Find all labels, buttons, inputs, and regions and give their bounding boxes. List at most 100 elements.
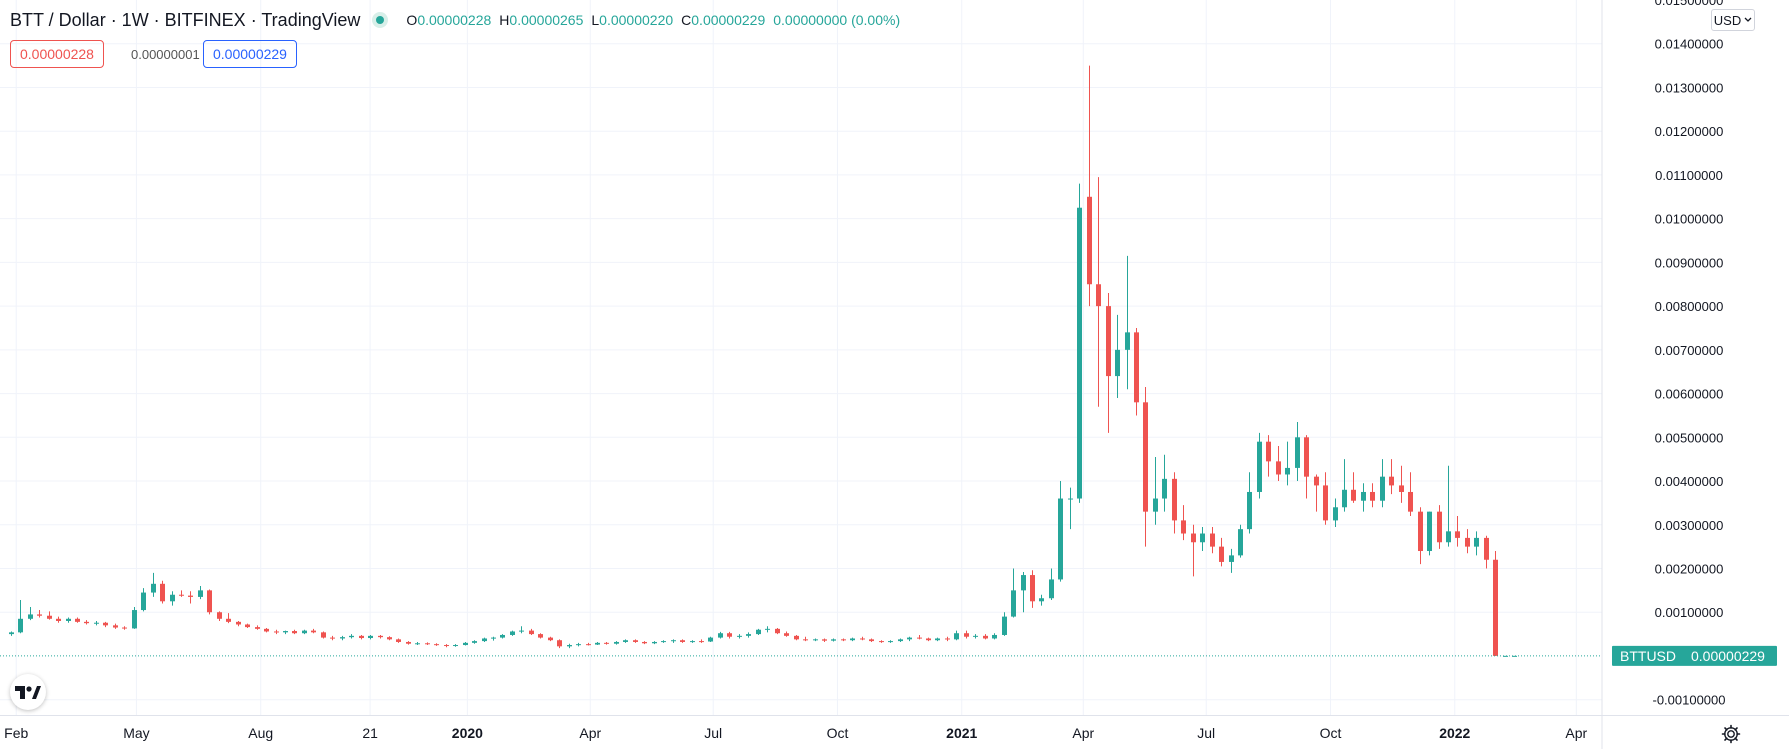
candle-up[interactable] (1380, 459, 1385, 508)
candle-down[interactable] (103, 621, 108, 628)
candle-up[interactable] (283, 630, 288, 635)
candle-up[interactable] (1512, 655, 1517, 657)
candle-down[interactable] (529, 628, 534, 635)
candle-up[interactable] (850, 637, 855, 642)
candle-up[interactable] (198, 585, 203, 600)
candle-up[interactable] (935, 637, 940, 642)
candle-up[interactable] (510, 630, 515, 636)
candle-down[interactable] (1219, 537, 1224, 567)
candle-down[interactable] (642, 641, 647, 645)
candle-up[interactable] (1446, 465, 1451, 547)
candle-down[interactable] (586, 642, 591, 646)
candle-up[interactable] (898, 638, 903, 642)
candle-down[interactable] (321, 631, 326, 639)
candle-up[interactable] (1247, 472, 1252, 534)
candle-down[interactable] (548, 636, 553, 642)
candle-up[interactable] (141, 588, 146, 612)
candle-up[interactable] (453, 644, 458, 647)
candle-down[interactable] (822, 638, 827, 642)
candle-down[interactable] (633, 639, 638, 643)
candle-down[interactable] (122, 626, 127, 630)
candle-down[interactable] (1210, 526, 1215, 554)
candle-up[interactable] (1058, 481, 1063, 582)
candle-down[interactable] (359, 634, 364, 640)
candle-up[interactable] (737, 634, 742, 639)
candle-up[interactable] (1474, 531, 1479, 556)
candle-up[interactable] (652, 641, 657, 645)
candle-up[interactable] (28, 606, 33, 621)
candle-down[interactable] (945, 636, 950, 642)
candle-up[interactable] (9, 631, 14, 636)
candle-down[interactable] (869, 638, 874, 642)
candle-up[interactable] (415, 641, 420, 646)
candle-down[interactable] (84, 620, 89, 625)
candle-up[interactable] (491, 636, 496, 641)
candle-up[interactable] (1342, 459, 1347, 512)
candle-down[interactable] (330, 635, 335, 641)
candle-down[interactable] (557, 639, 562, 649)
candle-down[interactable] (1493, 551, 1498, 656)
candle-up[interactable] (519, 626, 524, 634)
candle-down[interactable] (236, 620, 241, 627)
candle-up[interactable] (1285, 441, 1290, 486)
candle-down[interactable] (964, 630, 969, 639)
candle-up[interactable] (708, 636, 713, 642)
symbol-title[interactable]: BTT / Dollar · 1W · BITFINEX · TradingVi… (10, 9, 361, 30)
candle-down[interactable] (604, 641, 609, 645)
candle-down[interactable] (1276, 446, 1281, 482)
candle-up[interactable] (1200, 526, 1205, 552)
candle-down[interactable] (1172, 472, 1177, 534)
candle-up[interactable] (18, 599, 23, 634)
buy-price-button[interactable]: 0.00000229 (203, 40, 297, 68)
candle-down[interactable] (274, 629, 279, 635)
candle-down[interactable] (879, 640, 884, 643)
candle-down[interactable] (1266, 435, 1271, 477)
candle-down[interactable] (47, 611, 52, 620)
sell-price-button[interactable]: 0.00000228 (10, 40, 104, 68)
candle-down[interactable] (1181, 505, 1186, 541)
candle-down[interactable] (1455, 516, 1460, 547)
candle-up[interactable] (813, 638, 818, 642)
candle-down[interactable] (794, 634, 799, 641)
candle-down[interactable] (841, 638, 846, 642)
candle-down[interactable] (160, 580, 165, 604)
candle-up[interactable] (1361, 483, 1366, 512)
candle-down[interactable] (207, 589, 212, 615)
candle-up[interactable] (1427, 511, 1432, 556)
candle-up[interactable] (907, 636, 912, 642)
candle-up[interactable] (661, 640, 666, 643)
candle-down[interactable] (1437, 505, 1442, 549)
candle-up[interactable] (340, 635, 345, 641)
candle-up[interactable] (718, 631, 723, 639)
price-axis[interactable]: 0.01400000 0.01300000 0.01200000 0.01100000… (1652, 0, 1725, 708)
candle-up[interactable] (1229, 548, 1234, 573)
candle-down[interactable] (1143, 387, 1148, 547)
candle-up[interactable] (973, 634, 978, 639)
candle-up[interactable] (756, 628, 761, 635)
tradingview-logo-icon[interactable] (10, 674, 46, 710)
candle-up[interactable] (1333, 498, 1338, 527)
candle-down[interactable] (226, 613, 231, 624)
candle-down[interactable] (1370, 483, 1375, 508)
candle-down[interactable] (245, 623, 250, 628)
candle-up[interactable] (500, 634, 505, 639)
candle-up[interactable] (992, 633, 997, 640)
candle-down[interactable] (699, 639, 704, 643)
candle-down[interactable] (444, 644, 449, 648)
candle-down[interactable] (680, 639, 685, 643)
candle-down[interactable] (1351, 472, 1356, 503)
candle-down[interactable] (188, 591, 193, 604)
time-axis[interactable]: Feb May Aug 21 2020 Apr Jul Oct 2021 Apr Jul Oct 202… (4, 725, 1587, 741)
candle-down[interactable] (387, 636, 392, 641)
candle-up[interactable] (595, 641, 600, 646)
candle-down[interactable] (37, 610, 42, 618)
candle-down[interactable] (1191, 524, 1196, 577)
candle-up[interactable] (170, 591, 175, 606)
candle-up[interactable] (1162, 454, 1167, 512)
candle-up[interactable] (1238, 524, 1243, 558)
candle-down[interactable] (1399, 465, 1404, 503)
candle-up[interactable] (132, 606, 137, 629)
candle-down[interactable] (406, 641, 411, 645)
candle-up[interactable] (1039, 594, 1044, 606)
candle-down[interactable] (264, 627, 269, 633)
